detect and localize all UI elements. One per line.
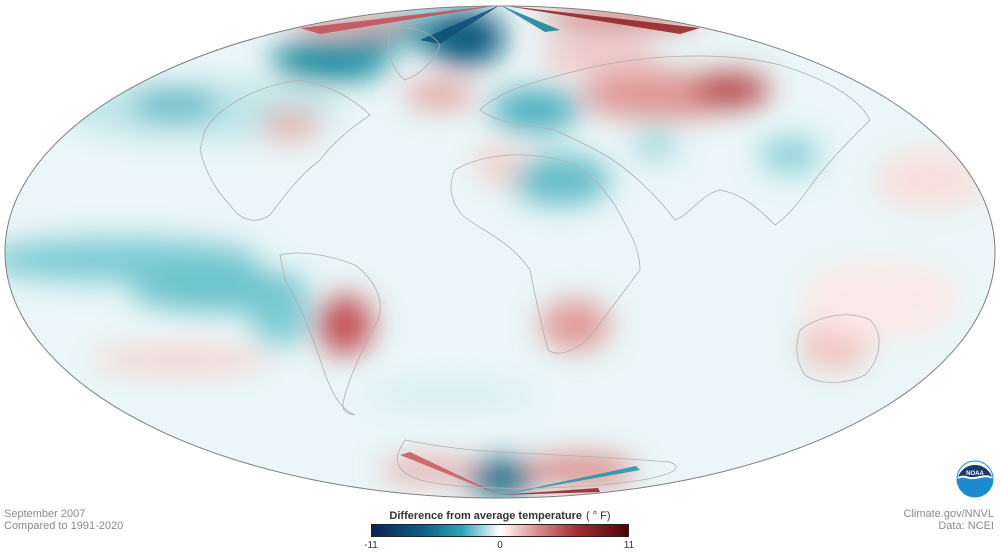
legend-max-tick: 11 [623,540,635,551]
eurasia-outline [479,55,871,226]
anomaly-shading [5,8,985,498]
africa-outline [450,154,641,354]
legend-title: Difference from average temperature ( ° F… [0,510,1000,522]
globe-outline [4,5,996,499]
credit-caption: Climate.gov/NNVL Data: NCEI [904,508,994,532]
legend-min-tick: -11 [364,540,378,551]
legend-unit: ( ° F) [586,510,611,522]
date-caption: September 2007 Compared to 1991-2020 [4,508,123,532]
australia-outline [796,314,880,383]
color-scale-bar [371,524,629,537]
credit-label: Climate.gov/NNVL [903,508,994,520]
baseline-label: Compared to 1991-2020 [4,520,124,532]
antarctica-outline [396,439,677,489]
north-america-outline [199,79,371,221]
legend-mid-tick: 0 [497,540,503,551]
south-america-outline [279,252,381,416]
continent-outlines [199,27,880,489]
noaa-logo-icon: NOAA [956,460,994,498]
source-label: Data: NCEI [938,520,994,532]
legend-title-text: Difference from average temperature [389,510,582,522]
date-label: September 2007 [4,508,86,520]
greenland-outline [388,27,441,81]
noaa-logo-text: NOAA [966,471,984,477]
polar-streaks [300,6,700,495]
